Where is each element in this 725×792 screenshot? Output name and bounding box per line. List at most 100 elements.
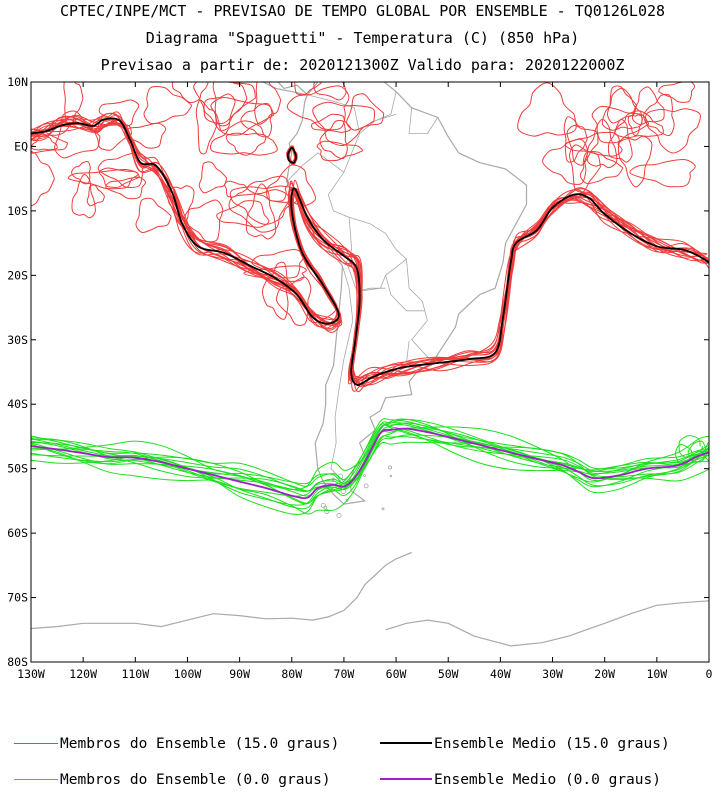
lon-tick-label: 40W [490,667,511,681]
island [388,465,393,470]
island [345,498,349,502]
ensemble-member-15-contour [167,185,195,226]
ensemble-member-15-contour [591,105,650,144]
lon-tick-label: 10W [646,667,667,681]
lon-tick-label: 60W [386,667,407,681]
lon-tick-label: 50W [438,667,459,681]
border-paraguay [385,275,425,312]
island [324,508,330,515]
ensemble-mean-15-loop [286,146,297,164]
ensemble-member-15-contour [564,131,623,157]
ensemble-member-0-line [31,441,709,515]
border-colombia [307,94,360,134]
ensemble-member-15-contour [286,85,350,131]
ensemble-member-0-contour [701,441,709,462]
ensemble-member-15-contour [251,248,305,279]
ensemble-member-15-contour [293,82,322,96]
ensemble-member-15-line [31,112,709,388]
ensemble-member-15-contour [261,261,289,320]
border-guianas [408,107,439,135]
legend-members-15: Membros do Ensemble (15.0 graus) [14,736,339,752]
ensemble-member-15-line [31,116,707,383]
ensemble-member-0-contour [678,435,704,459]
ensemble-member-15-contour [627,114,643,137]
ensemble-member-15-contour [63,82,84,126]
lon-tick-label: 120W [69,667,97,681]
ensemble-member-15-contour [31,130,69,154]
ensemble-mean-layer [31,117,709,500]
lat-tick-label: EQ [14,139,28,153]
antarctic-peninsula [31,551,412,630]
ensemble-member-15-line [31,113,709,386]
ensemble-member-15-line [32,115,708,382]
ensemble-member-15-contour [245,183,277,240]
antarctic-weddell [385,600,709,647]
ensemble-member-15-contour [607,118,633,163]
island [389,474,393,478]
island [363,483,369,489]
ensemble-member-15-contour [246,175,289,202]
header-line-1: CPTEC/INPE/MCT - PREVISAO DE TEMPO GLOBA… [59,2,666,20]
ensemble-member-15-contour [210,97,275,136]
legend-swatch-members-15 [14,742,58,744]
ensemble-member-15-contour [517,82,577,137]
axis-ticks: 130W 120W 110W 100W 90W 80W 70W 60W 50W 40W 30W 20W… [7,75,712,681]
lon-tick-label: 130W [17,667,45,681]
ensemble-member-15-contour [346,93,385,131]
legend-swatch-members-0 [14,778,58,780]
ensemble-member-15-contour [193,82,256,124]
ensemble-member-15-contour [183,199,224,243]
ensemble-member-15-contour [243,265,307,282]
island [323,505,328,510]
ensemble-mean-15-line [31,117,709,386]
ensemble-member-15-line [31,115,707,380]
ensemble-member-0-line [31,421,709,492]
ensemble-member-15-contour [67,168,139,190]
lat-tick-label: 50S [7,462,28,476]
ensemble-mean-0-line [31,427,709,500]
ensemble-member-15-contour [643,93,675,137]
south-america-coast [286,82,528,505]
legend-mean-15: Ensemble Medio (15.0 graus) [380,736,670,752]
ensemble-member-15-contour [229,185,301,225]
ensemble-member-15-contour [91,119,133,151]
ensemble-member-15-contour [617,135,653,188]
ensemble-member-15-contour [216,200,270,228]
ensemble-member-15-contour [135,197,172,234]
ensemble-member-15-contour [124,122,167,149]
border-brazil-west [327,113,433,363]
lat-tick-label: 10N [7,75,28,89]
lon-tick-label: 90W [229,667,250,681]
ensemble-member-15-contour [254,82,282,125]
lat-tick-label: 60S [7,526,28,540]
border-peru-north [286,152,345,183]
border-uruguay [406,341,410,363]
ensemble-member-15-contour [629,158,696,188]
ensemble-member-15-contour [319,119,348,160]
ensemble-member-15-contour [566,124,599,166]
lat-tick-label: 40S [7,397,28,411]
lat-tick-label: 70S [7,591,28,605]
border-venezuela [375,91,397,122]
ensemble-member-15-contour [240,102,273,138]
ensemble-member-15-contour [198,161,228,194]
ensemble-members-15-layer [31,82,709,393]
ensemble-member-15-contour [631,86,665,126]
legend-swatch-mean-0 [380,778,432,780]
ensemble-member-15-contour [224,180,248,198]
lon-tick-label: 0 [706,667,713,681]
ensemble-member-15-contour [195,99,218,155]
ensemble-member-15-contour [209,120,278,156]
border-andes-west [330,265,354,482]
lon-tick-label: 100W [174,667,202,681]
legend-label-members-0: Membros do Ensemble (0.0 graus) [60,772,331,788]
legend-label-members-15: Membros do Ensemble (15.0 graus) [60,736,340,752]
legend-members-0: Membros do Ensemble (0.0 graus) [14,772,331,788]
ensemble-member-15-contour [586,118,618,169]
lon-tick-label: 110W [121,667,149,681]
caribbean-coast [277,82,308,96]
island [381,507,385,511]
ensemble-member-15-contour [143,86,193,125]
lon-tick-label: 20W [594,667,615,681]
